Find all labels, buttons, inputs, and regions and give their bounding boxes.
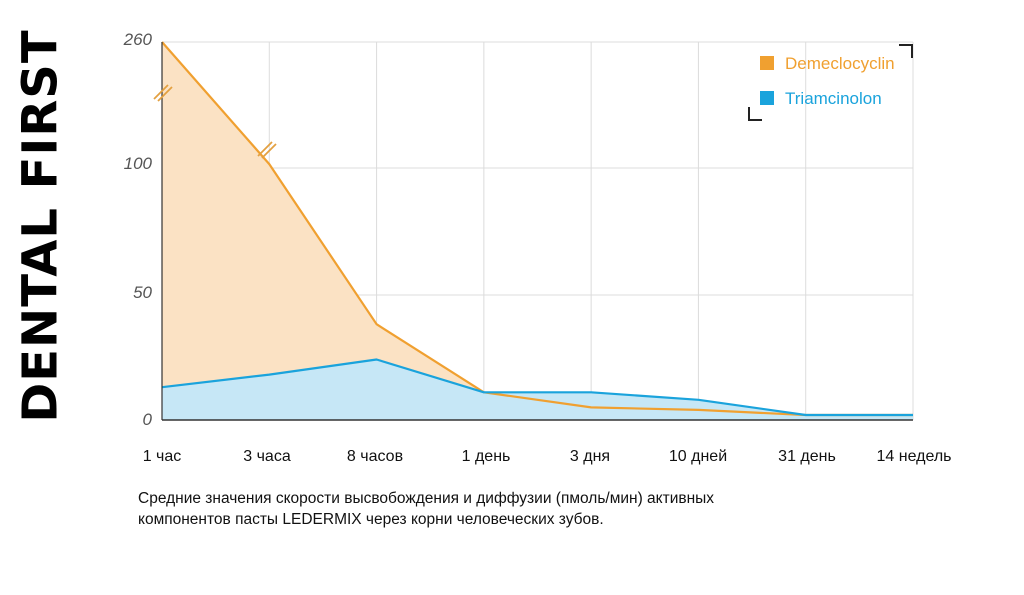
x-tick-label: 14 недель [877,448,952,465]
x-tick-label: 31 день [778,448,836,465]
y-tick-label: 100 [124,154,153,173]
chart-lines [161,41,913,417]
legend-corner-bracket [748,107,762,121]
legend-swatch [760,56,774,70]
x-tick-label: 10 дней [669,448,727,465]
chart-legend: Demeclocyclin Triamcinolon [748,44,913,121]
legend-corner-bracket [899,44,913,58]
x-tick-label: 8 часов [347,448,403,465]
legend-swatch [760,91,774,105]
x-tick-label: 1 день [462,448,511,465]
caption-line-1: Средние значения скорости высвобождения … [138,490,715,507]
legend-label: Triamcinolon [785,89,882,108]
y-tick-label: 260 [123,30,153,49]
chart-tick-labels: 0 50 100 260 1 час 3 часа 8 часов 1 день 3 дня 10… [123,30,952,465]
x-tick-label: 3 дня [570,448,610,465]
axis-break-mark [157,86,173,102]
y-tick-label: 0 [143,410,153,429]
chart-axis [153,42,913,421]
chart-areas [162,42,913,420]
y-tick-label: 50 [133,283,152,302]
chart-caption: Средние значения скорости высвобождения … [138,488,898,530]
axis-break-mark [261,143,277,159]
axis-break-mark [257,141,273,157]
series-line-triamcinolon [161,358,913,417]
x-tick-label: 1 час [143,448,182,465]
series-area-triamcinolon [162,359,913,420]
caption-line-2: компонентов пасты LEDERMIX через корни ч… [138,511,604,528]
legend-label: Demeclocyclin [785,54,895,73]
series-line-demeclocyclin [161,41,913,417]
axis-break-mark [153,84,169,100]
x-tick-label: 3 часа [243,448,291,465]
series-area-demeclocyclin [162,42,913,420]
